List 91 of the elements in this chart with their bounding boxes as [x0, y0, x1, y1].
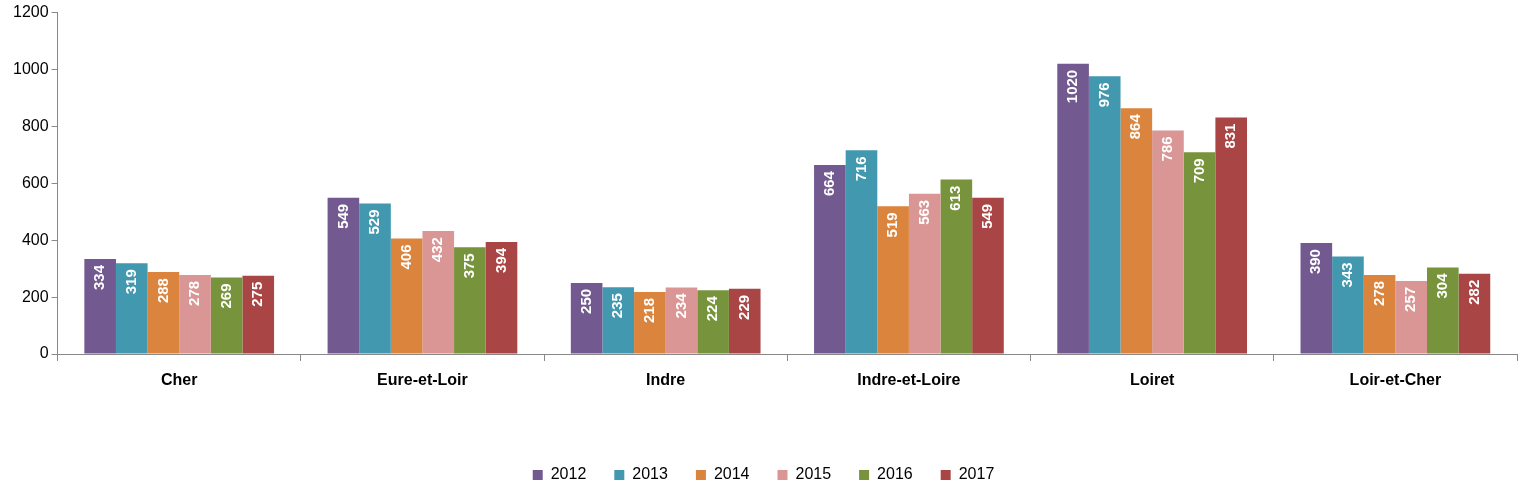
bar [1183, 152, 1216, 354]
bar [908, 193, 941, 354]
legend-label: 2015 [795, 465, 832, 483]
data-label: 334 [90, 264, 108, 291]
bar [1300, 243, 1333, 354]
data-label: 304 [1432, 272, 1450, 299]
y-tick-label: 400 [21, 230, 49, 248]
x-tick-label: Cher [160, 371, 198, 389]
data-label: 976 [1094, 82, 1112, 108]
y-tick-label: 200 [21, 287, 49, 305]
bar [390, 238, 423, 354]
bar [877, 206, 909, 354]
bar [115, 263, 148, 354]
data-label: 234 [671, 292, 689, 319]
data-label: 257 [1401, 286, 1419, 312]
data-label: 218 [640, 297, 658, 324]
data-label: 269 [216, 283, 234, 309]
bar [1152, 130, 1184, 354]
bar [84, 258, 116, 354]
bar [570, 282, 603, 354]
legend-label: 2017 [958, 465, 995, 483]
bar [454, 247, 486, 354]
data-label: 716 [851, 156, 869, 182]
data-label: 319 [121, 269, 139, 295]
data-label: 1020 [1063, 69, 1081, 104]
data-label: 224 [703, 295, 721, 322]
x-tick-label: Indre-et-Loire [857, 371, 961, 389]
data-label: 282 [1464, 279, 1482, 305]
y-tick-label: 600 [21, 173, 49, 191]
legend-label: 2014 [713, 465, 750, 483]
data-label: 375 [460, 253, 478, 279]
data-label: 275 [248, 281, 266, 307]
bar [1363, 274, 1396, 354]
bar [972, 197, 1004, 354]
bar [1120, 108, 1153, 354]
y-tick-label: 1000 [13, 59, 49, 77]
bar [1427, 267, 1459, 354]
bar [359, 203, 391, 354]
data-label: 278 [185, 280, 203, 306]
bar [210, 277, 243, 354]
bar [242, 275, 275, 354]
bar [634, 291, 666, 354]
data-label: 549 [978, 203, 996, 229]
data-label: 229 [734, 294, 752, 320]
x-tick-label: Loiret [1129, 371, 1176, 389]
bar [327, 197, 360, 354]
bar [147, 272, 180, 354]
bar [697, 290, 729, 354]
bar [1458, 273, 1491, 354]
bar [814, 165, 846, 354]
data-label: 864 [1126, 113, 1144, 140]
y-tick-label: 0 [39, 344, 49, 362]
bar [1395, 280, 1427, 354]
x-tick-label: Eure-et-Loir [377, 371, 468, 389]
data-label: 709 [1189, 158, 1207, 184]
data-label: 432 [428, 237, 446, 263]
data-label: 250 [576, 288, 594, 314]
bar [845, 150, 878, 354]
bar [602, 287, 635, 354]
legend-label: 2016 [877, 465, 913, 483]
data-label: 519 [883, 212, 901, 238]
bar [728, 288, 761, 354]
bar [940, 179, 973, 354]
bar [1057, 63, 1089, 354]
bar [1088, 76, 1121, 354]
data-label: 343 [1338, 262, 1356, 288]
data-label: 549 [333, 203, 351, 229]
data-label: 235 [608, 293, 626, 319]
data-label: 406 [396, 244, 414, 270]
data-label: 613 [946, 185, 964, 211]
bar [179, 274, 211, 354]
legend-label: 2013 [632, 465, 669, 483]
x-tick-label: Loir-et-Cher [1349, 371, 1442, 389]
bar [665, 287, 698, 354]
data-label: 529 [365, 209, 383, 235]
data-label: 831 [1221, 123, 1239, 149]
data-label: 563 [914, 199, 932, 225]
bar [1215, 117, 1248, 354]
bar [1332, 256, 1364, 354]
bar [422, 231, 455, 354]
data-label: 394 [491, 247, 509, 273]
data-label: 278 [1369, 280, 1387, 306]
y-tick-label: 1200 [13, 3, 49, 21]
legend-label: 2012 [550, 465, 587, 483]
data-label: 664 [820, 170, 837, 197]
y-tick-label: 800 [21, 116, 49, 134]
data-label: 786 [1158, 136, 1176, 162]
x-tick-label: Indre [646, 371, 686, 389]
bar [485, 241, 518, 354]
data-label: 288 [153, 278, 171, 304]
data-label: 390 [1306, 249, 1324, 275]
